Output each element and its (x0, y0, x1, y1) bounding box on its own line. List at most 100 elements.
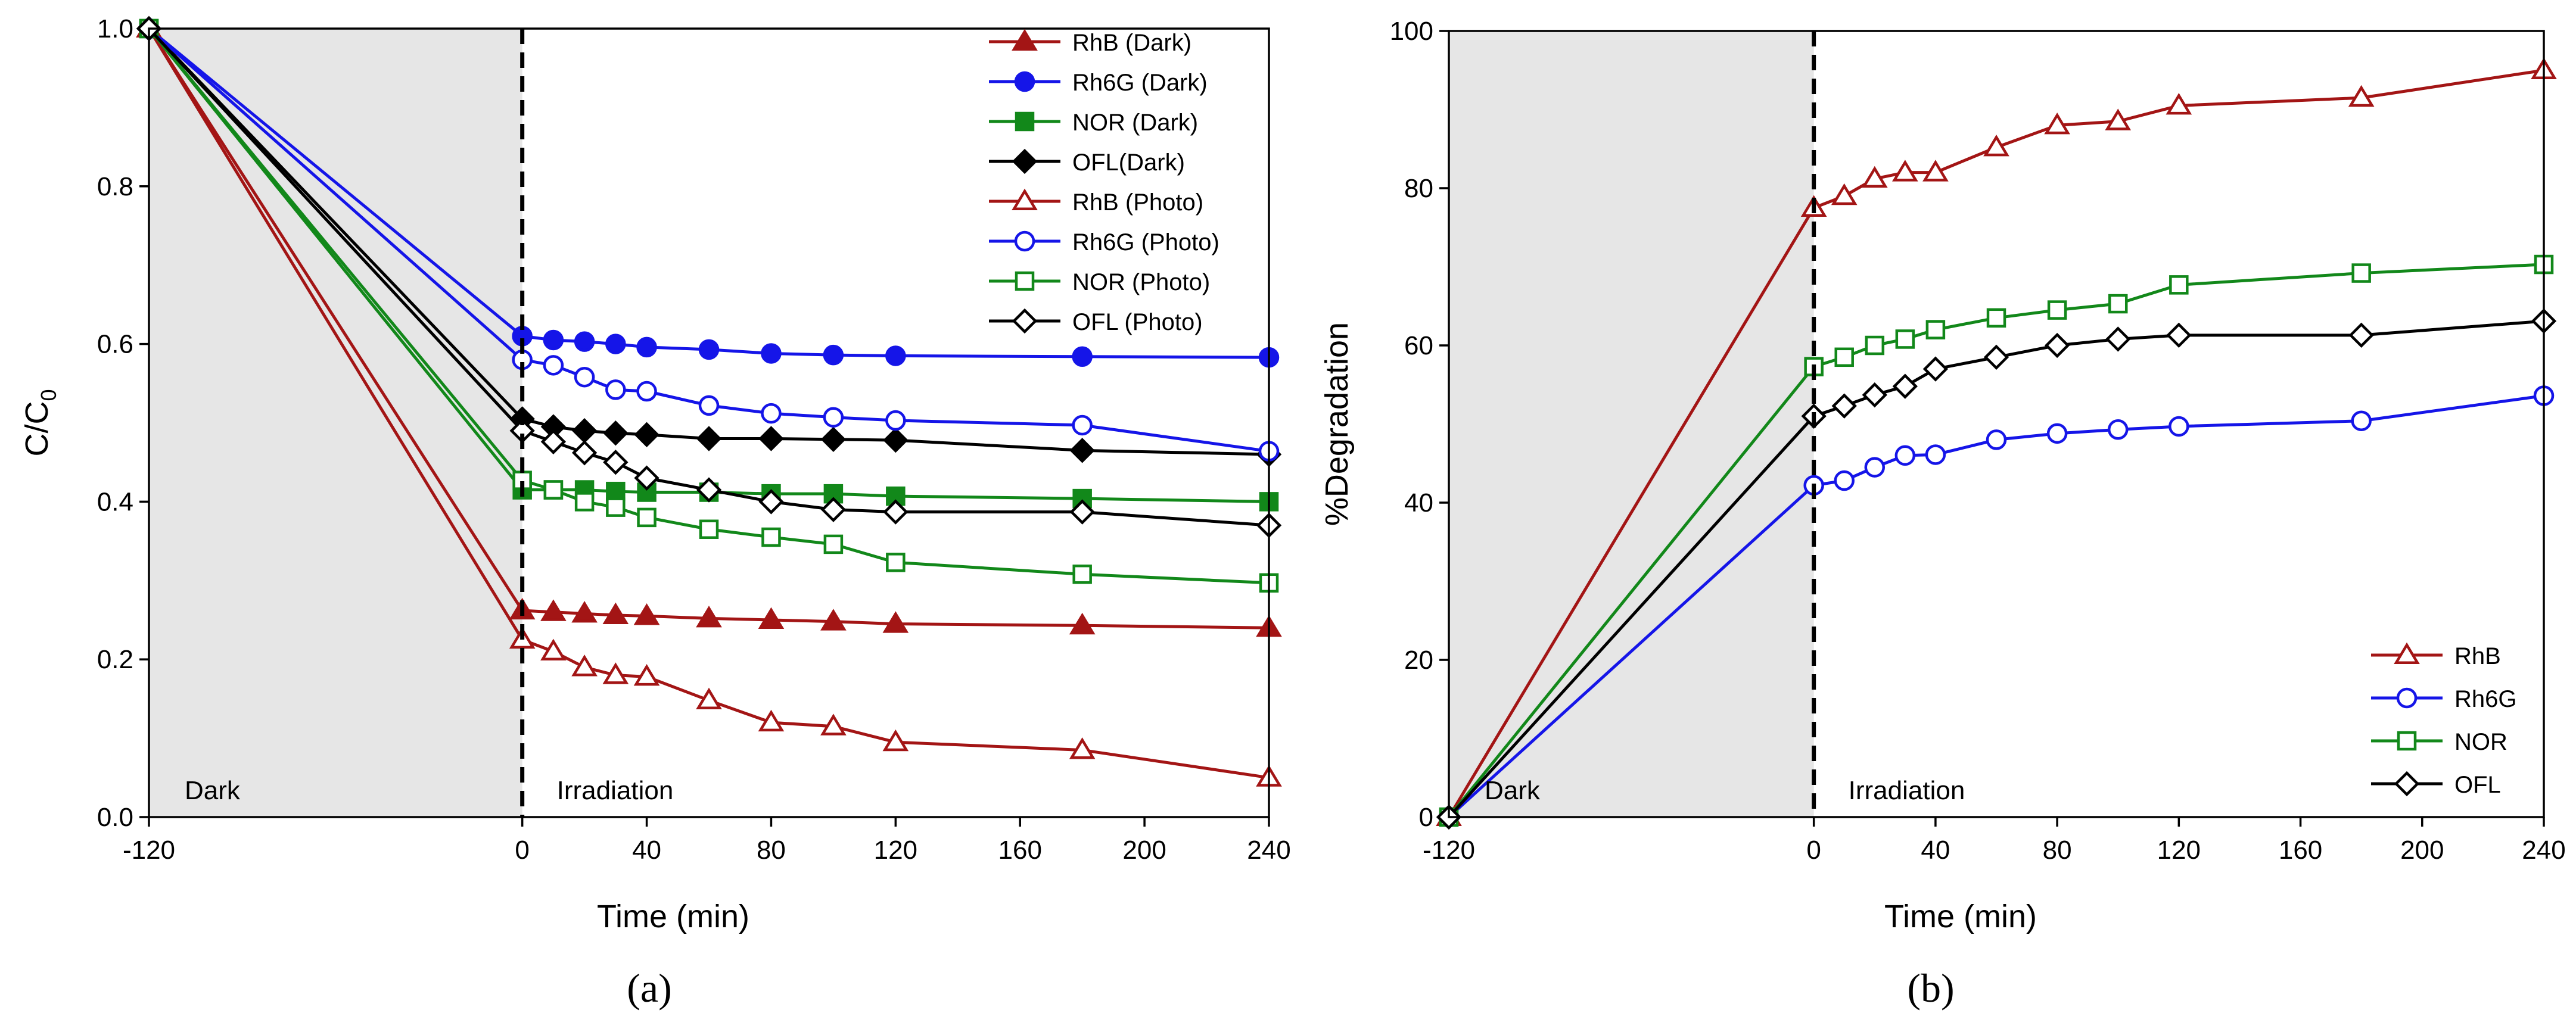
data-point (1069, 737, 1096, 759)
data-point (602, 602, 629, 625)
data-point (1072, 346, 1093, 367)
legend-label: Rh6G (2454, 686, 2517, 712)
data-point (2046, 423, 2068, 444)
data-point (2105, 108, 2132, 130)
data-point (758, 607, 785, 629)
data-point (1831, 393, 1857, 419)
y-tick-label: 0.8 (97, 172, 133, 201)
legend-marker (2394, 642, 2420, 664)
x-tick-label: -120 (123, 836, 175, 865)
data-point (1983, 344, 2009, 370)
legend-label: NOR (2454, 729, 2507, 755)
data-point (699, 519, 719, 539)
plot-frame (1448, 30, 2545, 818)
data-point (606, 497, 626, 517)
data-point (634, 422, 659, 448)
data-point (2108, 294, 2128, 314)
y-tick-label: 0.0 (97, 803, 133, 832)
data-point (820, 609, 847, 631)
data-point (603, 420, 629, 446)
panel-label-b: (b) (1907, 965, 1954, 1011)
x-tick-label: 200 (1122, 836, 1166, 865)
y-axis-label-subscript: 0 (36, 389, 61, 401)
legend-item: Rh6G (Dark) (989, 70, 1208, 96)
legend-item: NOR (Photo) (989, 269, 1210, 295)
chart-panel-a: -120 0 40 80 120 160 200 2400.00.20.40.60.81.0 … (19, 14, 1291, 1011)
data-point (758, 709, 785, 732)
x-tick-label: 120 (874, 836, 917, 865)
data-point (823, 534, 844, 554)
axis-ticks: -120 0 40 80 120 160 200 240 0.0 0.2 0.4 0.6 0.8 1.0 (97, 14, 1291, 865)
legend-marker (1012, 188, 1038, 210)
data-point (698, 395, 720, 416)
data-point (696, 687, 722, 710)
plot-frame (148, 27, 1270, 818)
x-tick-label: 160 (998, 836, 1042, 865)
legend-label: Rh6G (Dark) (1072, 70, 1208, 96)
data-point (1925, 320, 1946, 339)
series-rh6g-dark- (138, 18, 1280, 368)
data-point (1861, 166, 1888, 188)
x-tick-label: 120 (2157, 836, 2201, 865)
irradiation-label: Irradiation (557, 776, 674, 805)
data-point (2166, 93, 2192, 115)
data-point (1069, 438, 1095, 463)
data-point (1892, 373, 1918, 399)
legend-item: OFL(Dark) (989, 148, 1185, 176)
x-axis-label: Time (min) (1884, 899, 2037, 934)
data-point (606, 481, 626, 501)
legend-marker (1014, 71, 1035, 92)
x-axis-label: Time (min) (597, 899, 749, 934)
dark-region-label: Dark (1485, 776, 1541, 805)
chart-panel-b: -120 0 40 80 120 160 200 240 0 20 40 60 80 100 Dark I… (1319, 17, 2566, 1011)
data-point (1922, 160, 1949, 182)
y-axis-label-main: C/C (19, 401, 55, 457)
data-point (761, 343, 782, 364)
data-point (2351, 263, 2371, 283)
data-point (1072, 564, 1092, 584)
data-point (882, 611, 909, 633)
legend-label: OFL (2454, 772, 2501, 798)
x-tick-label: 40 (632, 836, 661, 865)
data-point (2166, 322, 2192, 348)
data-point (574, 366, 595, 388)
data-point (761, 403, 782, 424)
x-tick-label: 200 (2400, 836, 2444, 865)
data-point (540, 638, 567, 660)
data-point (636, 381, 657, 402)
data-point (885, 345, 906, 366)
data-point (543, 355, 564, 376)
data-point (571, 601, 598, 623)
data-point (2044, 113, 2070, 135)
data-point (696, 426, 722, 451)
irradiation-label: Irradiation (1849, 776, 1965, 805)
data-point (636, 336, 657, 358)
data-point (820, 426, 847, 452)
legend: RhB Rh6G NOR OFL (2371, 642, 2517, 798)
data-point (1895, 329, 1915, 349)
dark-region-shade (1449, 31, 1814, 817)
data-point (1986, 429, 2007, 450)
legend-marker (1012, 148, 1038, 174)
y-tick-label: 0.6 (97, 330, 133, 359)
legend-label: NOR (Dark) (1072, 110, 1198, 136)
data-point (602, 662, 629, 684)
data-point (761, 527, 781, 547)
legend-marker (2397, 731, 2417, 751)
series-rhb (1436, 57, 2557, 826)
data-point (1072, 414, 1093, 436)
data-point (571, 418, 598, 444)
data-point (540, 599, 567, 621)
legend-marker (2394, 771, 2420, 797)
data-point (1862, 382, 1887, 408)
legend-marker (1014, 230, 1035, 252)
y-tick-label: 100 (1390, 17, 1433, 46)
data-point (574, 331, 595, 352)
data-point (758, 489, 784, 515)
data-point (1069, 612, 1096, 635)
data-point (2169, 416, 2189, 437)
data-point (883, 427, 909, 453)
dark-region-shade (149, 29, 522, 817)
legend-label: OFL (Photo) (1072, 309, 1203, 335)
